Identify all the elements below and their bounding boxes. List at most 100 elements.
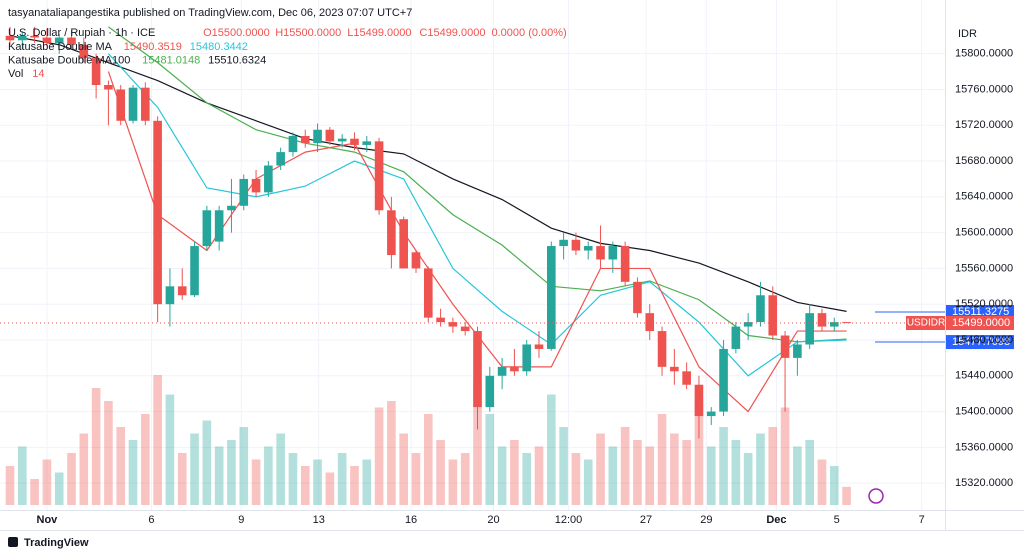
volume-bar	[300, 466, 310, 505]
candle-body	[337, 138, 347, 142]
y-tick-label: 15600.0000	[955, 227, 1013, 239]
x-tick-label: 16	[405, 514, 417, 526]
ohlc-value: O15500.0000	[203, 27, 270, 39]
x-tick-label: 7	[919, 514, 925, 526]
volume-bar	[116, 427, 126, 505]
candle-body	[276, 152, 285, 166]
candle-body	[91, 58, 101, 85]
volume-bar	[104, 401, 113, 505]
y-tick-label: 15360.0000	[955, 441, 1013, 453]
candle-body	[177, 286, 187, 296]
volume-bar	[165, 394, 175, 505]
indicator-value: 14	[32, 68, 44, 80]
legend: U.S. Dollar / Rupiah · 1h · ICE O15500.00…	[8, 27, 567, 80]
y-tick-label: 15720.0000	[955, 119, 1013, 131]
candle-body	[682, 371, 691, 385]
x-tick-label: 27	[640, 514, 652, 526]
candle-body	[17, 35, 27, 41]
volume-bar	[743, 453, 753, 505]
candle-body	[460, 326, 470, 332]
candle-body	[399, 219, 408, 269]
candle-body	[497, 366, 507, 376]
price-label: 15511.3275	[952, 306, 1009, 318]
candle-body	[756, 295, 765, 323]
currency: IDR	[958, 28, 977, 40]
candle-body	[559, 239, 568, 247]
candle-body	[251, 178, 261, 193]
y-tick-label: 15440.0000	[955, 370, 1013, 382]
candle-body	[116, 89, 126, 121]
x-tick-label: 9	[238, 514, 244, 526]
candle-body	[768, 295, 778, 336]
candle-body	[645, 313, 655, 332]
volume-bar	[633, 440, 642, 505]
volume-bar	[141, 414, 150, 505]
price-label-bg	[946, 304, 1014, 319]
volume-bar	[805, 440, 814, 505]
overlay: 15511.3275 USDIDR 15499.0000 15477.7098	[0, 304, 1014, 350]
candle-body	[670, 366, 679, 372]
candles	[5, 26, 851, 439]
candle-body	[829, 322, 839, 327]
volume-bar	[202, 420, 212, 505]
volume-bar	[510, 440, 519, 505]
candle-body	[313, 129, 322, 144]
volume-bar	[264, 446, 273, 505]
ohlc-value: C15499.0000	[419, 27, 485, 39]
volume-bar	[337, 453, 347, 505]
y-tick-label: 15760.0000	[955, 83, 1013, 95]
volume-bar	[239, 427, 249, 505]
volume-bar	[817, 459, 827, 505]
volume-bar	[694, 401, 704, 505]
candle-body	[485, 375, 495, 408]
volume-bar	[387, 401, 396, 505]
candle-body	[79, 44, 89, 59]
candle-body	[264, 165, 273, 193]
candle-body	[42, 37, 52, 43]
candle-body	[190, 246, 199, 296]
candle-body	[128, 87, 138, 121]
candle-body	[5, 35, 15, 41]
replay-icon[interactable]	[868, 488, 884, 504]
volume-bar	[780, 407, 790, 505]
indicator-value: 15481.0148	[142, 54, 200, 66]
ohlc-value: 0.0000 (0.00%)	[492, 27, 567, 39]
symbol-tag: USDIDR	[907, 318, 945, 329]
volume-bar	[399, 433, 408, 505]
volume-bar	[534, 446, 544, 505]
candle-body	[793, 344, 802, 358]
y-tick-label: 15320.0000	[955, 477, 1013, 489]
volume-bar	[214, 446, 224, 505]
candle-body	[67, 37, 76, 45]
candle-body	[719, 348, 728, 412]
volume-bar	[829, 466, 839, 505]
volume-bar	[79, 433, 89, 505]
volume-bar	[17, 446, 27, 505]
y-tick-label: 15640.0000	[955, 191, 1013, 203]
volume-bar	[620, 427, 630, 505]
candle-body	[620, 246, 630, 282]
candle-body	[362, 141, 372, 145]
brand: TradingView	[24, 537, 89, 549]
candle-body	[288, 136, 298, 153]
candle-body	[30, 35, 39, 38]
volume-bar	[571, 453, 581, 505]
price-label-bg	[946, 335, 1014, 350]
price-label-bg	[946, 316, 1014, 330]
volume-bar	[596, 433, 605, 505]
volume-bar	[153, 375, 162, 505]
candle-body	[817, 313, 827, 327]
x-tick-label: 29	[700, 514, 712, 526]
ohlc-value: H15500.0000	[275, 27, 341, 39]
volume	[5, 375, 851, 505]
candle-body	[141, 87, 150, 121]
candle-body	[547, 246, 556, 349]
indicator-name: Katusabe Double MA100	[8, 54, 130, 66]
volume-bar	[91, 388, 101, 505]
ohlc-value: L15499.0000	[347, 27, 411, 39]
x-tick-label: 5	[834, 514, 840, 526]
candle-body	[633, 281, 642, 314]
candle-body	[423, 268, 433, 318]
axes: 15320.0000 15360.0000 15400.0000 15440.0000…	[37, 48, 1014, 526]
